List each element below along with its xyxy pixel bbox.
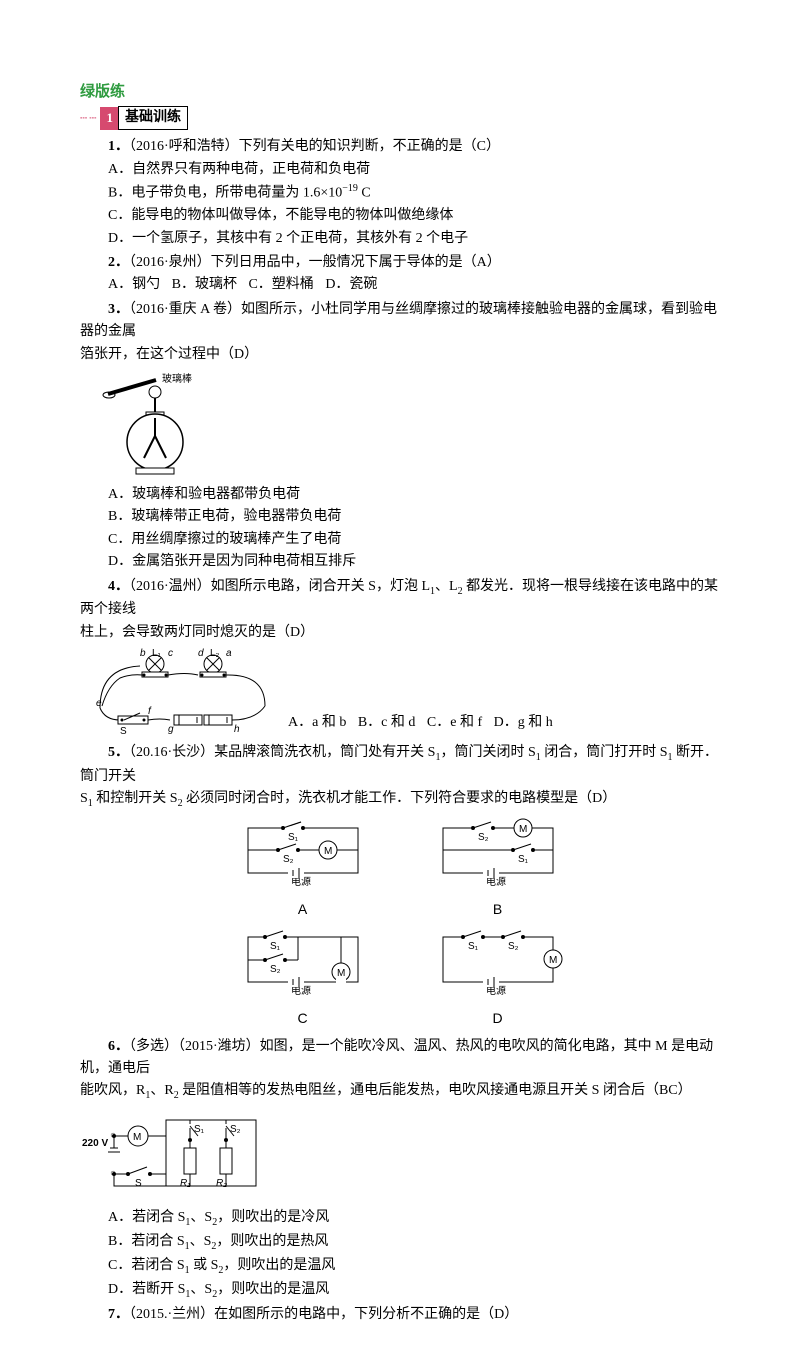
q3-optA: A．玻璃棒和验电器都带负电荷	[80, 484, 720, 506]
svg-text:g: g	[168, 724, 174, 735]
question-6: 6．（多选）（2015·潍坊）如图，是一个能吹冷风、温风、热风的电吹风的简化电路…	[80, 1036, 720, 1303]
q1-optD: D．一个氢原子，其核中有 2 个正电荷，其核外有 2 个电子	[80, 228, 720, 250]
q4-optB: B．c 和 d	[358, 715, 416, 730]
q4-optA: A．a 和 b	[288, 715, 346, 730]
q3-optB: B．玻璃棒带正电荷，验电器带负电荷	[80, 506, 720, 528]
question-7: 7．（2015.·兰州）在如图所示的电路中，下列分析不正确的是（D）	[80, 1304, 720, 1326]
svg-text:M: M	[549, 955, 557, 966]
svg-text:S₂: S₂	[230, 1124, 241, 1135]
svg-text:S₂: S₂	[270, 964, 281, 975]
q4-stem3: 柱上，会导致两灯同时熄灭的是（D）	[80, 622, 720, 644]
q4-circuit-figure: b L₁ c d L₂ a e S f g	[80, 648, 280, 736]
q6-optA: A．若闭合 S1、S2，则吹出的是冷风	[80, 1207, 720, 1231]
question-2: 2．（2016·泉州）下列日用品中，一般情况下属于导体的是（A） A．钢勺 B．…	[80, 252, 720, 297]
q6-optD: D．若断开 S1、S2，则吹出的是温风	[80, 1279, 720, 1303]
question-1: 1．（2016·呼和浩特）下列有关电的知识判断，不正确的是（C） A．自然界只有…	[80, 136, 720, 250]
q3-optC: C．用丝绸摩擦过的玻璃棒产生了电荷	[80, 529, 720, 551]
badge-dots: ┄┄	[80, 109, 98, 128]
q1-optB: B．电子带负电，所带电荷量为 1.6×10−19 C	[80, 181, 720, 205]
svg-text:M: M	[519, 824, 527, 835]
q1-stem: （2016·呼和浩特）下列有关电的知识判断，不正确的是（C）	[129, 139, 500, 154]
q3-stem1: （2016·重庆 A 卷）如图所示，小杜同学用与丝绸摩擦过的玻璃棒接触验电器的金…	[80, 302, 717, 339]
question-5: 5．（20.16·长沙）某品牌滚筒洗衣机，筒门处有开关 S1，筒门关闭时 S1 …	[80, 742, 720, 1030]
q2-optB: B．玻璃杯	[172, 277, 237, 292]
q6-optC: C．若闭合 S1 或 S2，则吹出的是温风	[80, 1255, 720, 1279]
svg-text:S₁: S₁	[194, 1124, 205, 1135]
q3-stem2: 箔张开，在这个过程中（D）	[80, 344, 720, 366]
q5-fig-C: S₁ S₂ M 电源 C	[233, 927, 373, 1030]
svg-text:e: e	[96, 698, 102, 709]
q1-optC: C．能导电的物体叫做导体，不能导电的物体叫做绝缘体	[80, 205, 720, 227]
badge-number: 1	[100, 107, 119, 130]
svg-text:S₁: S₁	[468, 941, 479, 952]
svg-text:b: b	[140, 648, 146, 659]
question-4: 4．（2016·温州）如图所示电路，闭合开关 S，灯泡 L1、L2 都发光．现将…	[80, 576, 720, 741]
svg-text:○: ○	[110, 1168, 116, 1179]
q1-optA: A．自然界只有两种电荷，正电荷和负电荷	[80, 159, 720, 181]
header-green: 绿版练	[80, 80, 720, 104]
badge-text: 基础训练	[118, 106, 188, 130]
q4-optD: D．g 和 h	[494, 715, 553, 730]
q2-optA: A．钢勺	[108, 277, 160, 292]
svg-text:S₁: S₁	[518, 854, 529, 865]
svg-text:S₂: S₂	[508, 941, 519, 952]
svg-text:c: c	[168, 648, 173, 659]
q5-fig-B: M S₂ S₁ 电源 B	[428, 818, 568, 921]
q6-circuit-figure: 220 V M S S₁ R₁ S₂ R₂ ○○	[80, 1108, 270, 1203]
svg-text:S₁: S₁	[288, 832, 299, 843]
q3-optD: D．金属箔张开是因为同种电荷相互排斥	[80, 551, 720, 573]
svg-text:L₁: L₁	[152, 648, 162, 659]
glass-rod-label: 玻璃棒	[162, 372, 192, 385]
svg-text:d: d	[198, 648, 204, 659]
q6-optB: B．若闭合 S1、S2，则吹出的是热风	[80, 1231, 720, 1255]
q4-optC: C．e 和 f	[427, 715, 482, 730]
q2-optC: C．塑料桶	[248, 277, 313, 292]
svg-text:S: S	[120, 726, 127, 736]
svg-text:S: S	[135, 1178, 142, 1189]
question-3: 3．（2016·重庆 A 卷）如图所示，小杜同学用与丝绸摩擦过的玻璃棒接触验电器…	[80, 299, 720, 574]
svg-text:M: M	[133, 1132, 141, 1143]
svg-text:S₂: S₂	[283, 854, 294, 865]
electroscope-figure: 玻璃棒	[100, 370, 210, 480]
svg-text:220 V: 220 V	[82, 1138, 108, 1149]
svg-text:h: h	[234, 724, 240, 735]
svg-text:M: M	[324, 846, 332, 857]
q7-stem: （2015.·兰州）在如图所示的电路中，下列分析不正确的是（D）	[129, 1307, 518, 1322]
svg-text:a: a	[226, 648, 232, 659]
q5-fig-D: S₁ S₂ M 电源 D	[428, 927, 568, 1030]
q5-options-grid: S₁ S₂ M 电源 A M S₂	[220, 818, 580, 1030]
q2-stem: （2016·泉州）下列日用品中，一般情况下属于导体的是（A）	[129, 255, 501, 270]
q5-fig-A: S₁ S₂ M 电源 A	[233, 818, 373, 921]
svg-text:L₂: L₂	[210, 648, 220, 659]
svg-text:S₁: S₁	[270, 941, 281, 952]
q2-optD: D．瓷碗	[325, 277, 377, 292]
svg-text:S₂: S₂	[478, 832, 489, 843]
svg-text:R₁: R₁	[180, 1178, 190, 1189]
section-badge: ┄┄ 1 基础训练	[80, 106, 188, 130]
svg-text:f: f	[148, 706, 152, 717]
